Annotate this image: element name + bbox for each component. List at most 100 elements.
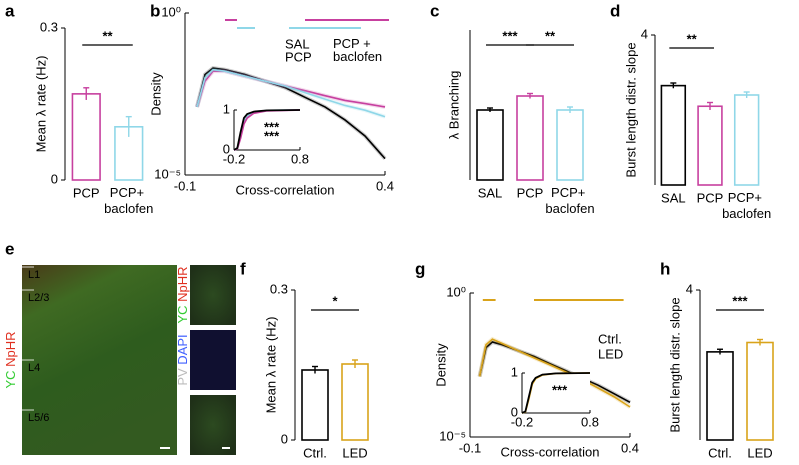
bar [660,84,687,186]
stain-label-part: YC [3,370,18,388]
stain-label: YC/NpHR [175,266,190,323]
stain-label: Merge [175,407,190,444]
inset-annotation: *** [552,382,568,397]
y-axis-label: Mean λ rate (Hz) [33,56,48,153]
x-tick-label: Ctrl. [708,445,732,460]
significance-label: ** [687,31,698,46]
bar [697,105,723,186]
y-tick-label: 10⁻⁵ [439,428,466,443]
x-tick-label: SAL [478,185,503,200]
panel-letter: g [415,259,425,278]
panel-letter: c [430,1,439,20]
x-tick-label: PCP [697,190,724,205]
x-tick-label: LED [747,445,772,460]
inset-annotation: *** [264,119,280,134]
x-axis-label: Cross-correlation [501,444,600,459]
stain-label-part: DAPI [175,334,190,364]
stain-label-part: NpHR [175,266,190,301]
bar [71,93,101,181]
legend-label: PCP [285,49,312,64]
layer-label: L4 [28,362,40,374]
bar [301,369,329,441]
bar [476,109,504,181]
series-line [196,68,386,118]
legend-label: SAL [285,36,310,51]
x-tick-label: PCP [517,185,544,200]
bar [746,341,774,441]
y-axis-label: Burst length distr. slope [667,297,682,432]
stain-label-part: / [175,301,190,305]
bar [556,109,584,181]
layer-label: L5/6 [28,412,49,424]
panel-letter: d [610,1,620,20]
y-axis-label: Mean λ rate (Hz) [263,317,278,414]
legend-label: Ctrl. [598,331,622,346]
significance-label: ** [102,28,113,43]
significance-label: ** [545,28,556,43]
inset-y-tick-label: 0 [223,141,230,156]
inset-annotation: *** [264,128,280,143]
bar [733,94,760,186]
inset-x-tick-label: -0.2 [223,151,245,166]
bar [341,363,369,441]
layer-label: L2/3 [28,292,49,304]
significance-label: *** [502,28,518,43]
panel-letter: h [660,259,670,278]
y-axis-label: Burst length distr. slope [623,42,638,177]
series-line [478,338,631,408]
y-tick-label: 0 [51,171,58,186]
y-axis-label: λ Branching [446,71,461,140]
y-tick-label: 0.3 [270,281,288,296]
panel-letter: e [5,239,14,258]
x-axis-label: Cross-correlation [236,182,335,197]
y-tick-label: 10⁰ [446,284,466,299]
y-axis-label: Density [148,72,163,116]
series-line [478,341,631,404]
inset-image [190,265,236,325]
inset-x-tick-label: -0.2 [511,414,533,429]
significance-label: *** [732,293,748,308]
y-tick-label: 0.3 [40,19,58,34]
inset-y-tick-label: 0 [511,404,518,419]
panel-letter: a [5,1,15,20]
x-tick-label: LED [342,445,367,460]
y-axis-label: Density [433,343,448,387]
x-tick-label: PCP+ baclofen [545,185,594,216]
bar [706,351,734,441]
stain-label-part: PV [175,368,190,386]
inset-x-tick-label: 0.8 [581,414,599,429]
x-tick-label: SAL [661,190,686,205]
x-tick-label: PCP+ baclofen [104,185,153,216]
inset-y-tick-label: 1 [511,364,518,379]
significance-label: * [332,293,338,308]
x-tick-label: PCP [73,185,100,200]
x-tick-label: 0.4 [621,440,639,455]
stain-label-part: / [3,366,18,370]
y-tick-label: 4 [686,281,693,296]
stain-label-part: NpHR [3,331,18,366]
stain-label: YC/NpHR [3,331,18,388]
stain-label: PV/DAPI [175,334,190,385]
x-tick-label: -0.1 [459,440,481,455]
y-tick-label: 4 [641,26,648,41]
tissue-image [22,265,177,455]
inset-x-tick-label: 0.8 [291,151,309,166]
y-tick-label: 10⁻⁵ [154,166,181,181]
inset-line [521,372,591,414]
inset-image [190,395,236,455]
stain-label-part: Merge [175,407,190,444]
y-tick-label: 10⁰ [161,4,181,19]
inset-line [233,109,301,151]
legend-label: LED [598,346,623,361]
inset-image [190,330,236,390]
stain-label-part: / [175,364,190,368]
x-tick-label: -0.1 [174,178,196,193]
layer-label: L1 [28,269,40,281]
x-tick-label: PCP+ baclofen [722,190,771,221]
inset-y-tick-label: 1 [223,101,230,116]
legend-label: PCP + baclofen [333,36,382,64]
x-tick-label: 0.4 [376,178,394,193]
stain-label-part: YC [175,305,190,323]
y-tick-label: 0 [281,431,288,446]
